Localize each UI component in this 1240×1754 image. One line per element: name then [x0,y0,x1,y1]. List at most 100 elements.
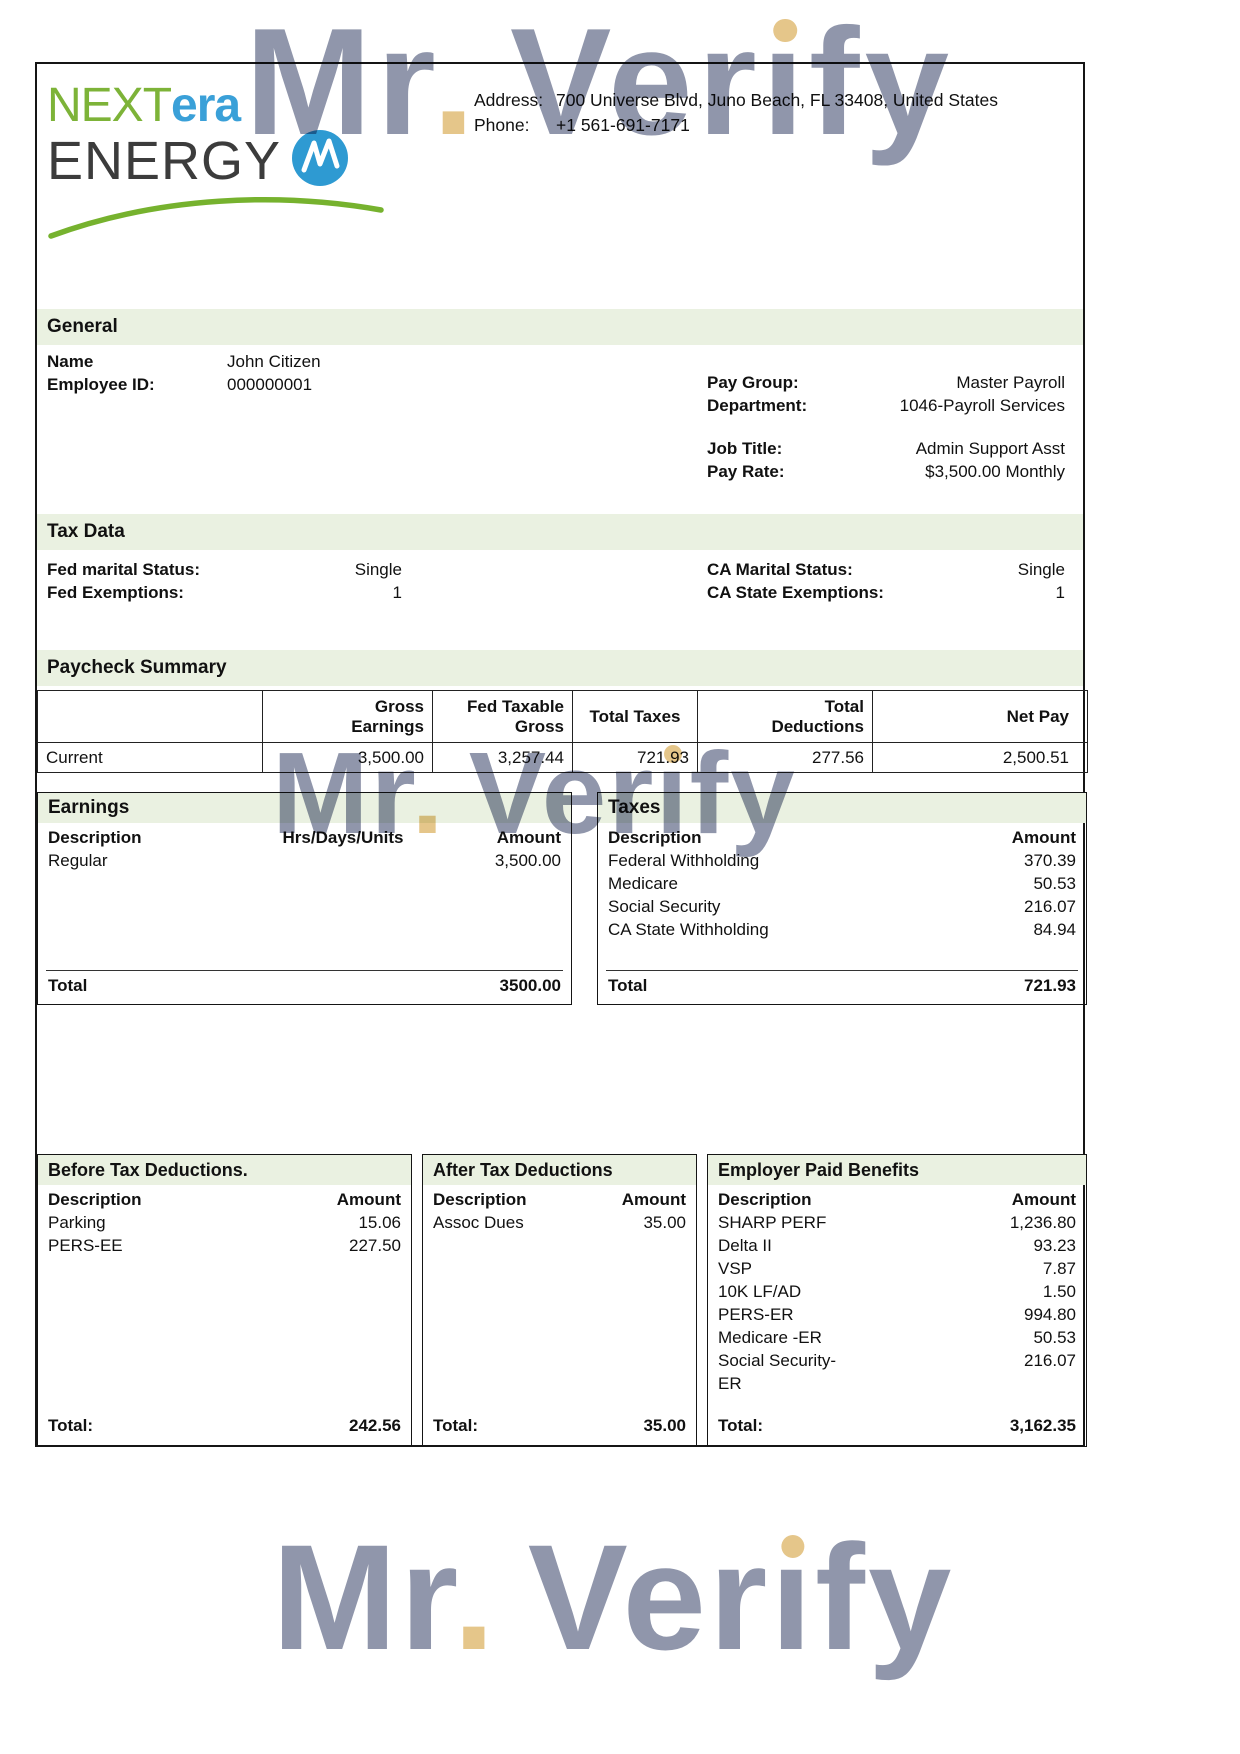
deduction-row: Parking 15.06 [38,1211,411,1234]
deduction-description: PERS-EE [48,1236,123,1255]
watermark-i: ı [762,6,809,158]
watermark-top: Mr. Verı fy [245,6,954,158]
logo-wordmark: NEXTera [47,82,349,130]
benefit-amount: 93.23 [1033,1236,1076,1255]
ca-marital-row: CA Marital Status: Single [707,560,1065,580]
earnings-amount: 3,500.00 [494,851,561,870]
after-tax-deductions-box: After Tax Deductions Description Amount … [422,1154,697,1447]
job-title-value: Admin Support Asst [915,439,1065,458]
watermark-text: Mr [272,1513,454,1681]
fed-marital-row: Fed marital Status: Single [47,560,402,580]
benefit-row: SHARP PERF 1,236.80 [708,1211,1086,1234]
watermark-period: . [432,0,480,167]
deduction-amount: 227.50 [349,1236,401,1255]
col-amount: Amount [621,1190,686,1209]
tax-row: Medicare 50.53 [598,872,1086,895]
name-label: Name [47,352,94,371]
after-tax-body: Description Amount Assoc Dues 35.00 Tota… [423,1185,696,1444]
after-tax-total-value: 35.00 [643,1416,686,1435]
col-hrs-days-units: Hrs/Days/Units [282,828,404,847]
watermark-text: fy [815,1513,955,1681]
address-label: Address: [474,90,544,110]
watermark-i: ı [770,1522,815,1672]
watermark-bottom: Mr. Verı fy [272,1522,954,1672]
benefit-amount: 216.07 [1024,1351,1076,1370]
summary-row-label: Current [37,742,263,773]
fed-marital-label: Fed marital Status: [47,560,201,579]
general-department-row: Department: 1046-Payroll Services [707,396,1065,416]
logo-energy-line: ENERGY [47,130,349,191]
before-tax-total-row: Total: 242.56 [48,1416,401,1436]
benefit-amount: 7.87 [1042,1259,1076,1278]
taxes-total-row: Total 721.93 [606,970,1078,996]
tax-description: Federal Withholding [608,851,760,870]
watermark-text: Mr [245,0,433,167]
tax-row: CA State Withholding 84.94 [598,918,1086,941]
benefit-description: Delta II [718,1236,772,1255]
benefit-row: Delta II 93.23 [708,1234,1086,1257]
tax-amount: 84.94 [1033,920,1076,939]
watermark-text: fy [689,728,797,858]
summary-col-total-deductions: Total Deductions [697,690,873,743]
total-label: Total: [433,1416,479,1435]
total-deductions-value: 277.56 [697,742,873,773]
pay-rate-label: Pay Rate: [707,462,785,481]
summary-header-row: Gross Earnings Fed Taxable Gross Total T… [37,690,1088,743]
watermark-text: fy [808,0,955,167]
benefit-amount: 50.53 [1033,1328,1076,1347]
employer-benefits-box: Employer Paid Benefits Description Amoun… [707,1154,1087,1447]
benefit-row: Social Security- ER 216.07 [708,1349,1086,1395]
watermark-gold-dot-icon [781,1534,805,1558]
logo-text-energy: ENERGY [47,131,282,191]
taxes-total-value: 721.93 [1024,976,1076,995]
earnings-total-row: Total 3500.00 [46,970,563,996]
benefit-description: VSP [718,1259,753,1278]
before-tax-body: Description Amount Parking 15.06 PERS-EE… [38,1185,411,1444]
section-title: After Tax Deductions [433,1159,613,1180]
logo-globe-icon [292,130,349,186]
watermark-text: Mr [272,728,412,858]
tax-row: Social Security 216.07 [598,895,1086,918]
watermark-gold-dot-icon [663,744,682,763]
before-tax-deductions-box: Before Tax Deductions. Description Amoun… [37,1154,412,1447]
employer-benefits-total-value: 3,162.35 [1009,1416,1076,1435]
deduction-amount: 15.06 [358,1213,401,1232]
col-description: Description [433,1190,527,1209]
pay-group-label: Pay Group: [707,373,799,392]
summary-col-blank [37,690,263,743]
benefit-amount: 1,236.80 [1009,1213,1076,1232]
name-value: John Citizen [227,352,321,371]
section-header-tax-data: Tax Data [37,514,1083,550]
deduction-description: Assoc Dues [433,1213,524,1232]
general-employee-id-row: Employee ID: 000000001 [47,375,312,395]
pay-group-value: Master Payroll [956,373,1065,392]
fed-marital-value: Single [354,560,402,579]
section-title: Tax Data [47,521,125,542]
deduction-description: Parking [48,1213,106,1232]
after-tax-header-row: Description Amount [423,1185,696,1211]
fed-exemptions-row: Fed Exemptions: 1 [47,583,402,603]
section-title: Earnings [48,797,130,818]
tax-description: Medicare [608,874,678,893]
watermark-period: . [411,728,446,858]
general-pay-group-row: Pay Group: Master Payroll [707,373,1065,393]
tax-description: CA State Withholding [608,920,769,939]
summary-col-gross-earnings: Gross Earnings [262,690,433,743]
col-description: Description [608,828,702,847]
ca-marital-value: Single [1017,560,1065,579]
benefit-amount: 1.50 [1042,1282,1076,1301]
section-title: Employer Paid Benefits [718,1159,920,1180]
employee-id-label: Employee ID: [47,375,155,394]
tax-amount: 370.39 [1024,851,1076,870]
employer-benefits-title-bar: Employer Paid Benefits [708,1155,1086,1185]
col-description: Description [48,828,142,847]
watermark-text: Ver [468,728,656,858]
benefit-row: VSP 7.87 [708,1257,1086,1280]
col-description: Description [48,1190,142,1209]
employee-id-value: 000000001 [227,375,313,394]
earnings-description: Regular [48,851,108,870]
employer-benefits-body: Description Amount SHARP PERF 1,236.80 D… [708,1185,1086,1444]
ca-exemptions-value: 1 [1055,583,1065,602]
gross-earnings-value: 3,500.00 [262,742,433,773]
